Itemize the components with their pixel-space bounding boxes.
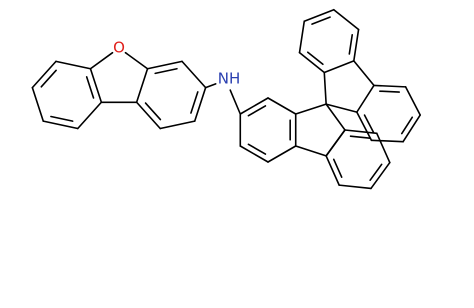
double-bond xyxy=(311,16,331,25)
bond xyxy=(135,67,149,104)
bond xyxy=(267,145,297,163)
double-bond xyxy=(85,76,95,99)
double-bond xyxy=(400,116,414,135)
bond xyxy=(325,103,346,131)
bond xyxy=(338,184,372,190)
bond xyxy=(42,120,79,130)
double-bond xyxy=(40,69,57,88)
bond xyxy=(89,67,103,104)
double-bond xyxy=(154,67,178,75)
oxygen-label: O xyxy=(113,39,125,57)
double-bond xyxy=(247,143,267,155)
bond xyxy=(325,103,358,113)
bond xyxy=(89,51,114,70)
bond xyxy=(298,51,326,74)
amine-label: NH xyxy=(218,70,241,88)
bond xyxy=(323,60,355,74)
bond xyxy=(325,129,346,157)
bond xyxy=(229,89,242,115)
bond xyxy=(181,60,207,89)
double-bond xyxy=(247,105,267,117)
bond xyxy=(31,86,45,122)
bond xyxy=(193,86,207,122)
bond xyxy=(124,51,149,70)
bond xyxy=(55,60,92,70)
bond xyxy=(298,20,306,54)
bond xyxy=(239,97,269,115)
bond xyxy=(204,83,217,89)
bond xyxy=(353,28,360,62)
bond xyxy=(323,71,327,105)
double-bond xyxy=(379,90,400,93)
bond xyxy=(332,8,360,31)
bond xyxy=(356,84,375,113)
bond xyxy=(356,111,373,142)
double-bond xyxy=(348,34,354,55)
double-bond xyxy=(349,135,371,140)
bond xyxy=(135,101,162,130)
double-bond xyxy=(144,102,162,121)
bond xyxy=(353,60,375,87)
double-bond xyxy=(369,163,383,181)
double-bond xyxy=(50,115,74,122)
bond xyxy=(373,84,407,88)
bond xyxy=(370,139,404,143)
double-bond xyxy=(306,51,324,66)
bond xyxy=(239,145,269,163)
bond xyxy=(325,155,340,186)
bond xyxy=(404,86,421,116)
double-bond xyxy=(190,91,199,114)
bond xyxy=(344,129,378,135)
bond xyxy=(267,97,297,115)
bond xyxy=(402,114,421,143)
double-bond xyxy=(332,158,343,179)
bond xyxy=(159,120,196,130)
bond xyxy=(31,60,57,89)
bond xyxy=(370,161,391,190)
bond xyxy=(294,145,327,157)
double-bond xyxy=(363,114,375,134)
bond xyxy=(294,103,327,115)
bond xyxy=(146,60,183,70)
bond xyxy=(76,101,103,130)
bond xyxy=(375,132,391,164)
bond xyxy=(303,8,335,23)
